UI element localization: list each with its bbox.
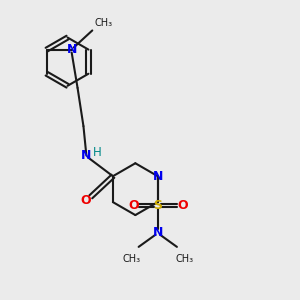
Text: O: O: [177, 199, 188, 212]
Text: CH₃: CH₃: [122, 254, 140, 264]
Text: N: N: [67, 43, 77, 56]
Text: H: H: [93, 146, 102, 159]
Text: S: S: [153, 199, 162, 212]
Text: CH₃: CH₃: [94, 18, 113, 28]
Text: O: O: [81, 194, 92, 207]
Text: N: N: [153, 170, 163, 183]
Text: CH₃: CH₃: [175, 254, 193, 264]
Text: N: N: [81, 149, 92, 162]
Text: O: O: [128, 199, 139, 212]
Text: N: N: [153, 226, 163, 238]
